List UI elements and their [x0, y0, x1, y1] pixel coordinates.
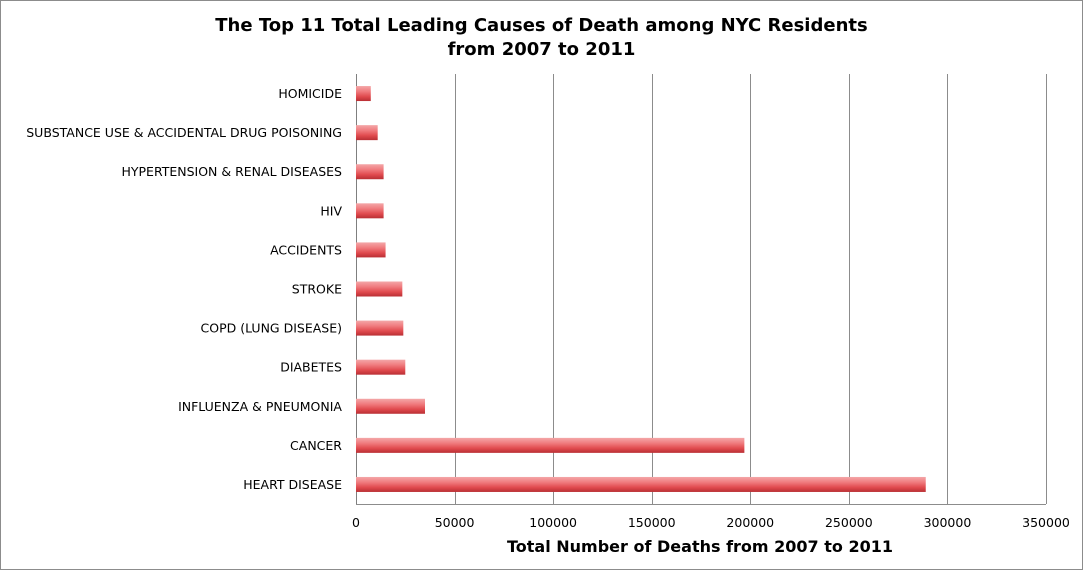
chart-title-line-2: from 2007 to 2011	[447, 39, 636, 60]
x-tick-label: 350000	[1022, 515, 1070, 530]
category-label: CANCER	[290, 438, 342, 453]
bars	[356, 86, 926, 492]
category-label: INFLUENZA & PNEUMONIA	[178, 399, 342, 414]
bar	[356, 242, 386, 258]
category-label: COPD (LUNG DISEASE)	[201, 321, 343, 336]
bar	[356, 203, 384, 219]
bar	[356, 476, 926, 492]
bar	[356, 320, 404, 336]
gridlines	[356, 74, 1047, 505]
category-label: STROKE	[292, 282, 342, 297]
x-tick-label: 200000	[726, 515, 774, 530]
x-tick-label: 50000	[435, 515, 475, 530]
category-label: HEART DISEASE	[243, 477, 342, 492]
category-label: HIV	[320, 203, 342, 218]
x-tick-label: 250000	[825, 515, 873, 530]
bar	[356, 164, 384, 180]
chart-title-line-1: The Top 11 Total Leading Causes of Death…	[215, 15, 868, 36]
category-labels: HOMICIDE SUBSTANCE USE & ACCIDENTAL DRUG …	[26, 86, 342, 492]
x-tick-label: 300000	[924, 515, 972, 530]
bar	[356, 125, 378, 141]
category-label: SUBSTANCE USE & ACCIDENTAL DRUG POISONIN…	[26, 125, 342, 140]
x-tick-label: 150000	[628, 515, 676, 530]
bar	[356, 437, 745, 453]
category-label: DIABETES	[280, 360, 342, 375]
x-axis-label: Total Number of Deaths from 2007 to 2011	[507, 537, 893, 556]
bar	[356, 359, 406, 375]
bar	[356, 398, 425, 414]
bar	[356, 281, 403, 297]
x-tick-label: 100000	[529, 515, 577, 530]
category-label: HYPERTENSION & RENAL DISEASES	[121, 164, 342, 179]
chart-title: The Top 11 Total Leading Causes of Death…	[0, 14, 1083, 62]
category-label: ACCIDENTS	[270, 242, 342, 257]
x-tick-label: 0	[352, 515, 360, 530]
bar	[356, 86, 371, 102]
category-label: HOMICIDE	[278, 86, 342, 101]
x-tick-labels: 0 50000 100000 150000 200000 250000 300000 3500…	[352, 515, 1070, 530]
